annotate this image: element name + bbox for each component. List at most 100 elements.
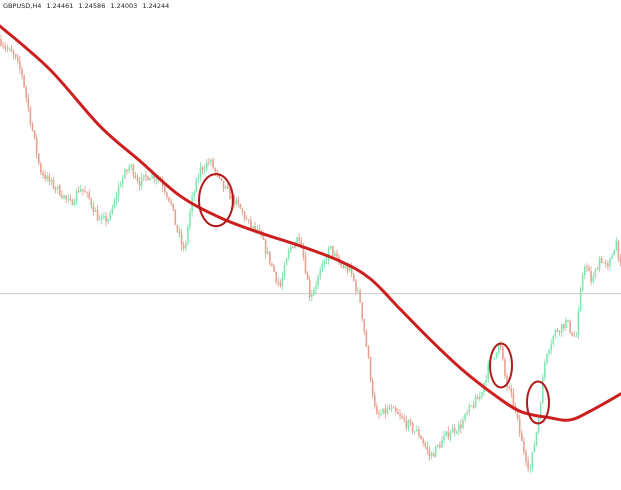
candle-body (52, 179, 55, 189)
candle-body (44, 175, 46, 179)
candle-body (386, 408, 389, 414)
candle-body (411, 422, 414, 432)
candle-body (594, 269, 597, 277)
candle-body (518, 418, 521, 434)
candle-body (560, 324, 563, 333)
candle-body (285, 258, 288, 266)
candle-body (600, 258, 603, 263)
candle-body (550, 344, 552, 351)
candle-body (430, 453, 433, 456)
candle-body (613, 250, 615, 256)
candle-body (544, 362, 546, 378)
candle-body (342, 265, 345, 269)
highlight-circle (489, 342, 513, 389)
candle-body (455, 431, 458, 433)
candle-body (581, 274, 584, 291)
candle-body (397, 411, 399, 415)
candle-body (6, 48, 9, 50)
candle-body (426, 446, 429, 450)
candle-body (462, 420, 464, 429)
candle-body (382, 408, 384, 414)
candle-body (384, 408, 387, 414)
candle-body (445, 431, 447, 436)
candle-body (418, 429, 420, 437)
candle-body (147, 176, 149, 181)
candle-body (73, 201, 76, 206)
candle-body (258, 229, 261, 231)
candle-body (615, 240, 618, 251)
candle-body (189, 211, 191, 227)
highlight-circle (198, 173, 234, 228)
candle-body (117, 186, 120, 197)
candle-body (48, 175, 51, 182)
candle-body (119, 184, 122, 187)
candle-body (458, 424, 460, 432)
candle-body (254, 225, 256, 231)
candle-body (619, 258, 621, 263)
candle-body (103, 215, 105, 218)
candle-body (65, 195, 67, 199)
candle-body (392, 407, 395, 409)
candle-body (571, 332, 573, 336)
candle-body (214, 168, 216, 172)
candle-body (535, 431, 538, 445)
candle-body (115, 196, 118, 201)
candle-body (111, 208, 114, 214)
candle-body (464, 413, 466, 421)
candle-body (206, 162, 208, 170)
candle-body (243, 212, 246, 220)
candle-body (319, 270, 321, 277)
moving-average-line (0, 24, 621, 422)
candle-body (248, 219, 250, 221)
candle-body (596, 269, 599, 271)
candle-body (94, 210, 97, 212)
candle-body (222, 180, 225, 189)
candle-body (376, 406, 378, 414)
candle-body (75, 190, 78, 202)
candle-body (90, 198, 93, 206)
candle-body (250, 220, 252, 228)
candle-body (208, 162, 210, 164)
candle-body (355, 280, 357, 292)
candle-body (466, 412, 468, 414)
candle-body (378, 413, 380, 415)
candle-body (279, 282, 282, 286)
candle-body (224, 186, 227, 189)
candle-body (149, 177, 151, 181)
candle-body (361, 302, 363, 320)
candle-body (399, 414, 401, 416)
candle-body (31, 123, 34, 131)
candle-body (292, 246, 294, 248)
candle-body (23, 75, 25, 88)
candle-body (371, 380, 374, 396)
candle-body (432, 453, 435, 457)
candle-body (69, 198, 72, 201)
candle-body (235, 199, 237, 205)
candle-body (101, 217, 103, 220)
candle-body (434, 446, 437, 457)
candle-body (447, 431, 450, 438)
candle-body (71, 200, 74, 206)
candle-body (344, 265, 347, 269)
candle-body (42, 172, 44, 176)
candle-body (271, 263, 273, 266)
candle-body (405, 420, 408, 428)
candle-body (113, 200, 116, 209)
candle-body (130, 164, 132, 167)
candle-body (350, 265, 353, 275)
candle-body (14, 54, 17, 58)
candle-body (304, 256, 307, 274)
candle-body (168, 197, 170, 202)
candle-body (611, 255, 613, 259)
candle-body (107, 219, 109, 222)
candle-body (201, 167, 204, 171)
candle-body (510, 388, 513, 393)
candle-body (166, 192, 168, 198)
candle-body (584, 266, 586, 275)
candle-body (502, 346, 504, 360)
candle-body (607, 263, 609, 267)
candle-body (298, 237, 300, 241)
candle-body (374, 395, 376, 407)
candle-body (199, 167, 202, 178)
